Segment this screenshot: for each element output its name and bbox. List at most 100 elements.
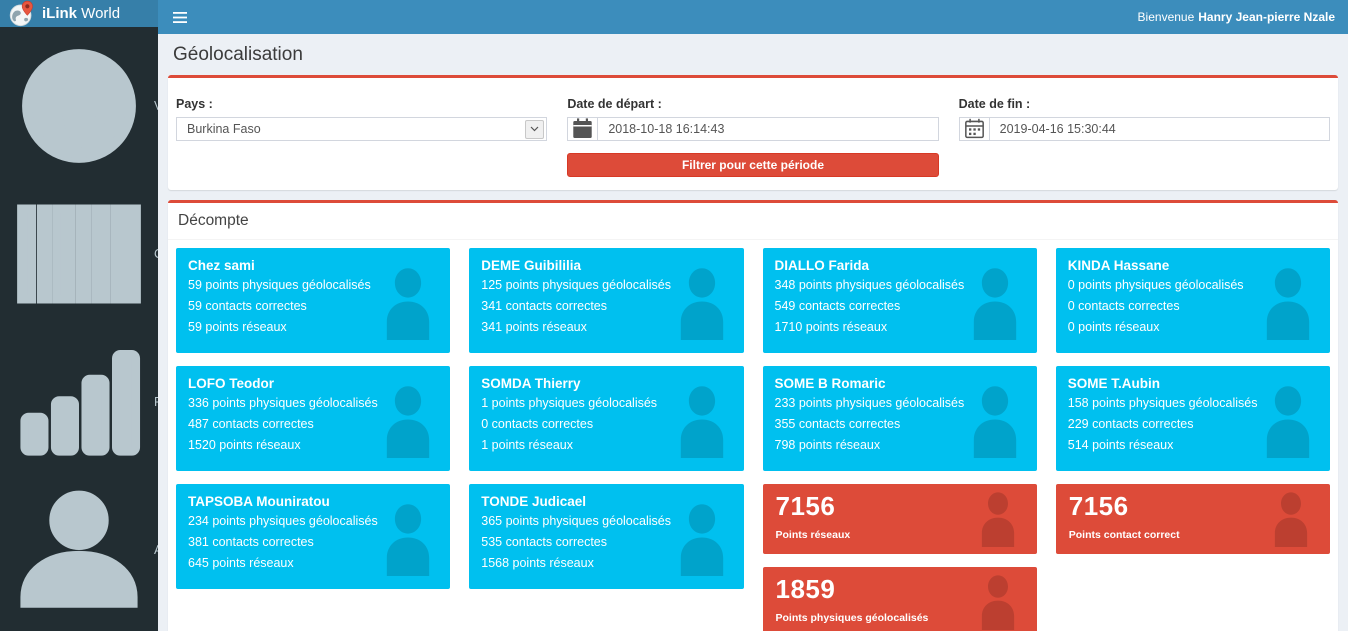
agent-name: DIALLO Farida bbox=[774, 258, 870, 273]
agent-stat-line: 487 contacts correctes bbox=[188, 417, 314, 431]
agent-stat-line: 1710 points réseaux bbox=[774, 320, 888, 334]
total-card: 7156 Points contact correct bbox=[1055, 484, 1330, 554]
filter-panel: Pays : Burkina Faso Date de départ : bbox=[168, 75, 1338, 190]
agent-card: TONDE Judicael 365 points physiques géol… bbox=[469, 484, 744, 589]
date-end-input[interactable] bbox=[989, 118, 1329, 140]
person-icon bbox=[975, 574, 1021, 630]
agent-card: Chez sami 59 points physiques géolocalis… bbox=[176, 248, 451, 353]
barcode-icon bbox=[13, 188, 145, 320]
total-card: 1859 Points physiques géolocalisés bbox=[762, 567, 1037, 631]
person-icon bbox=[967, 266, 1023, 340]
agent-stat-line: 645 points réseaux bbox=[188, 556, 294, 570]
agent-stat-line: 59 contacts correctes bbox=[188, 299, 307, 313]
agent-stat-line: 1520 points réseaux bbox=[188, 438, 301, 452]
agent-stat-line: 341 contacts correctes bbox=[481, 299, 608, 313]
person-icon bbox=[380, 266, 436, 340]
user-name: Hanry Jean-pierre Nzale bbox=[1198, 10, 1335, 24]
sidebar-toggle-button[interactable] bbox=[158, 0, 202, 34]
user-icon bbox=[13, 484, 145, 616]
signal-bars-icon bbox=[13, 336, 145, 468]
agent-stat-line: 229 contacts correctes bbox=[1067, 417, 1194, 431]
agent-stat-line: 0 points physiques géolocalisés bbox=[1067, 278, 1244, 292]
total-value: 7156 bbox=[1068, 491, 1129, 521]
agent-name: TONDE Judicael bbox=[481, 494, 587, 509]
agent-stat-line: 348 points physiques géolocalisés bbox=[774, 278, 965, 292]
agent-card: LOFO Teodor 336 points physiques géoloca… bbox=[176, 366, 451, 471]
country-field: Pays : Burkina Faso bbox=[176, 97, 548, 177]
person-icon bbox=[380, 384, 436, 458]
agent-stat-line: 535 contacts correctes bbox=[481, 535, 608, 549]
decompte-panel: Décompte Chez sami 59 points physiques g… bbox=[168, 200, 1338, 631]
agent-stat-line: 0 points réseaux bbox=[1067, 320, 1160, 334]
content-area: Géolocalisation Pays : Burkina Faso Dat bbox=[158, 34, 1348, 631]
agent-name: SOME B Romaric bbox=[774, 376, 886, 391]
person-icon bbox=[380, 502, 436, 576]
sidebar-item-villes[interactable]: Villes bbox=[0, 32, 184, 180]
sidebar-item-codes-hyperviseurs[interactable]: Codes hyperviseurs bbox=[0, 180, 264, 328]
agent-stat-line: 355 contacts correctes bbox=[774, 417, 901, 431]
sidebar-item-geolocalisation[interactable]: Géolocalisation bbox=[0, 624, 158, 631]
date-start-field: Date de départ : Filtrer pour cette péri… bbox=[567, 97, 939, 177]
chevron-down-icon bbox=[525, 119, 545, 139]
agent-name: LOFO Teodor bbox=[188, 376, 274, 391]
agent-name: SOMDA Thierry bbox=[481, 376, 581, 391]
agent-stat-line: 1568 points réseaux bbox=[481, 556, 594, 570]
sidebar-item-reseaux[interactable]: Réseaux bbox=[0, 328, 203, 476]
agent-stat-line: 341 points réseaux bbox=[481, 320, 587, 334]
agent-stat-line: 59 points physiques géolocalisés bbox=[188, 278, 371, 292]
brand-logo[interactable]: iLink World bbox=[0, 0, 158, 27]
agent-name: SOME T.Aubin bbox=[1067, 376, 1160, 391]
welcome-message: Bienvenue Hanry Jean-pierre Nzale bbox=[1137, 10, 1335, 24]
country-select-value: Burkina Faso bbox=[187, 122, 261, 136]
agent-card: KINDA Hassane 0 points physiques géoloca… bbox=[1055, 248, 1330, 353]
brand-name: iLink World bbox=[42, 5, 121, 22]
date-start-input[interactable] bbox=[598, 118, 938, 140]
person-icon bbox=[674, 266, 730, 340]
agent-stat-line: 0 contacts correctes bbox=[1067, 299, 1180, 313]
total-label: Points physiques géolocalisés bbox=[775, 612, 929, 624]
person-icon bbox=[1260, 384, 1316, 458]
filter-button[interactable]: Filtrer pour cette période bbox=[567, 153, 939, 177]
hamburger-icon bbox=[173, 11, 187, 23]
sidebar: iLink World Villes Codes hyperviseurs Ré… bbox=[0, 0, 264, 631]
globe-pin-logo-icon bbox=[8, 0, 35, 27]
decompte-title: Décompte bbox=[168, 203, 1338, 240]
globe-icon bbox=[13, 40, 145, 172]
total-value: 1859 bbox=[775, 574, 836, 604]
agent-stat-line: 234 points physiques géolocalisés bbox=[188, 514, 378, 528]
agent-stat-line: 0 contacts correctes bbox=[481, 417, 594, 431]
total-value: 7156 bbox=[775, 491, 836, 521]
person-icon bbox=[967, 384, 1023, 458]
top-navbar: Bienvenue Hanry Jean-pierre Nzale bbox=[158, 0, 1348, 34]
agent-card: DEME Guibililia 125 points physiques géo… bbox=[469, 248, 744, 353]
calendar-icon bbox=[568, 118, 599, 140]
agent-stat-line: 1 points physiques géolocalisés bbox=[481, 396, 658, 410]
person-icon bbox=[1260, 266, 1316, 340]
agent-stat-line: 336 points physiques géolocalisés bbox=[188, 396, 378, 410]
person-icon bbox=[1268, 491, 1314, 547]
country-select[interactable]: Burkina Faso bbox=[176, 117, 548, 141]
sidebar-item-administrateurs[interactable]: Administrateurs bbox=[0, 476, 241, 624]
date-start-label: Date de départ : bbox=[567, 97, 662, 111]
agent-name: DEME Guibililia bbox=[481, 258, 582, 273]
agent-name: TAPSOBA Mouniratou bbox=[188, 494, 330, 509]
agent-stat-line: 514 points réseaux bbox=[1067, 438, 1174, 452]
calendar-outline-icon bbox=[960, 118, 989, 140]
agent-card: SOMDA Thierry 1 points physiques géoloca… bbox=[469, 366, 744, 471]
date-end-field: Date de fin : bbox=[958, 97, 1330, 177]
agent-stat-line: 125 points physiques géolocalisés bbox=[481, 278, 671, 292]
totals-block: 7156 Points réseaux 7156 Points contact … bbox=[762, 484, 1330, 631]
date-end-label: Date de fin : bbox=[958, 97, 1031, 111]
total-card: 7156 Points réseaux bbox=[762, 484, 1037, 554]
agent-name: KINDA Hassane bbox=[1067, 258, 1170, 273]
agent-card: TAPSOBA Mouniratou 234 points physiques … bbox=[176, 484, 451, 589]
page-title: Géolocalisation bbox=[173, 44, 303, 65]
calendar-solid-icon bbox=[568, 118, 597, 140]
person-icon bbox=[674, 384, 730, 458]
sidebar-nav: Villes Codes hyperviseurs Réseaux Admini… bbox=[0, 27, 264, 631]
person-icon bbox=[674, 502, 730, 576]
main-area: Bienvenue Hanry Jean-pierre Nzale Géoloca… bbox=[158, 0, 1348, 631]
agent-stat-line: 158 points physiques géolocalisés bbox=[1067, 396, 1258, 410]
agent-card: DIALLO Farida 348 points physiques géolo… bbox=[762, 248, 1037, 353]
